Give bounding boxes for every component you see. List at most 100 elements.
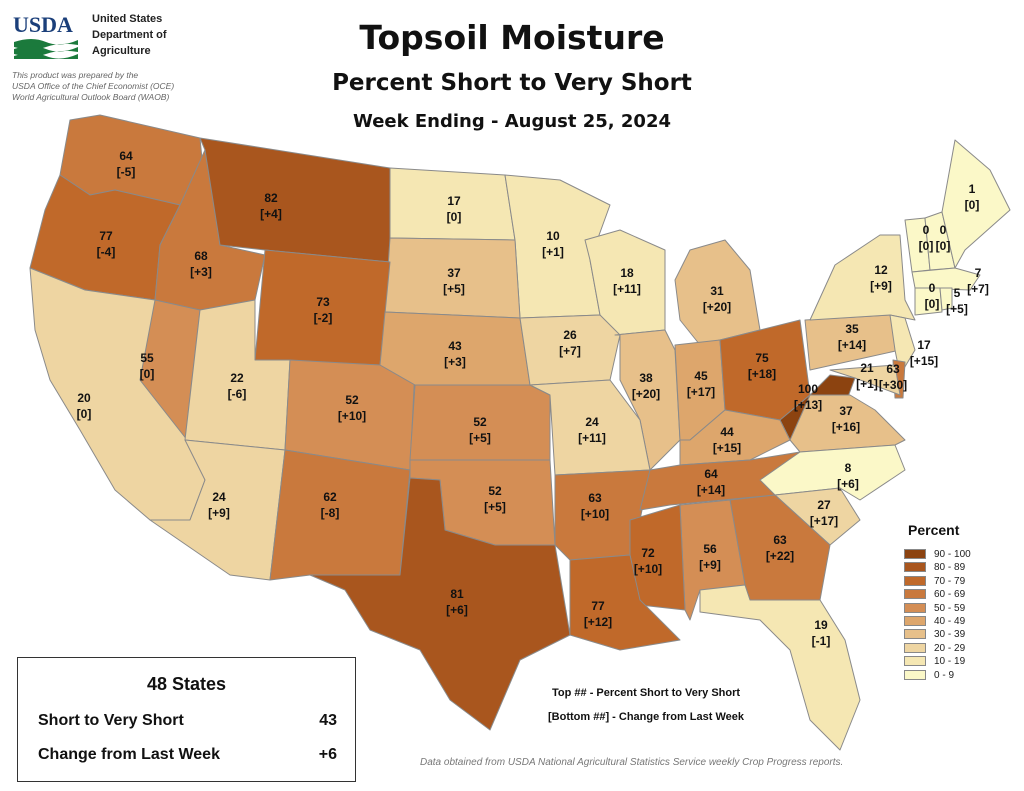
state-value: 18: [620, 266, 634, 280]
state-change: [0]: [446, 210, 462, 224]
note-top: Top ## - Percent Short to Very Short: [552, 687, 741, 699]
prepared-by-note: This product was prepared by the USDA Of…: [12, 70, 212, 103]
state-label-tn: 64 [+14]: [679, 466, 743, 498]
state-value: 45: [694, 369, 708, 383]
state-change: [+17]: [809, 514, 839, 528]
state-change: [+16]: [831, 420, 861, 434]
map-subtitle: Percent Short to Very Short: [332, 70, 692, 96]
summary-value-change: +6: [318, 746, 337, 763]
map-title: Topsoil Moisture: [359, 18, 665, 57]
state-ia: [519, 314, 621, 386]
usda-logo: USDA: [13, 12, 78, 59]
state-change: [-4]: [96, 245, 116, 259]
state-label-ri: 5 [+5]: [925, 285, 989, 317]
summary-label-short: Short to Very Short: [38, 712, 184, 729]
legend-label: 40 - 49: [934, 616, 966, 627]
legend-label: 20 - 29: [934, 642, 966, 654]
state-label-oh: 75 [+18]: [730, 350, 794, 382]
agency-line-1: United States: [92, 13, 163, 25]
state-change: [+15]: [909, 354, 939, 368]
state-value: 31: [710, 284, 724, 298]
state-label-vt: 0 [0]: [894, 222, 958, 254]
state-value: 63: [773, 533, 787, 547]
state-label-nd: 17 [0]: [422, 193, 486, 225]
state-change: [+10]: [633, 562, 663, 576]
state-change: [+13]: [793, 398, 823, 412]
state-change: [+9]: [870, 279, 892, 293]
state-change: [+11]: [613, 282, 641, 296]
state-change: [+5]: [443, 282, 465, 296]
state-change: [+14]: [837, 338, 867, 352]
state-value: 20: [77, 391, 91, 405]
state-ri: [939, 287, 953, 311]
state-change: [+17]: [686, 385, 716, 399]
state-label-ut: 22 [-6]: [205, 370, 269, 402]
svg-text:USDA: USDA: [13, 12, 73, 37]
state-value: 68: [194, 249, 208, 263]
state-value: 100: [797, 382, 819, 396]
state-change: [+5]: [484, 500, 506, 514]
state-label-la: 77 [+12]: [566, 598, 630, 630]
legend-item: 90 - 100: [904, 548, 1014, 561]
legend-item: 50 - 59: [904, 602, 1014, 615]
state-nj: [889, 314, 916, 376]
state-change: [+5]: [469, 431, 491, 445]
legend-label: 60 - 69: [934, 589, 966, 601]
state-value: 21: [860, 361, 874, 375]
state-ks: [409, 384, 551, 461]
legend-swatch: [904, 656, 926, 667]
state-label-tx: 81 [+6]: [425, 586, 489, 618]
state-value: 17: [917, 338, 931, 352]
state-label-ga: 63 [+22]: [748, 532, 812, 564]
state-label-ok: 52 [+5]: [463, 483, 527, 515]
state-value: 44: [720, 425, 734, 439]
state-label-ky: 44 [+15]: [695, 424, 759, 456]
state-value: 38: [639, 371, 653, 385]
summary-value-short: 43: [319, 712, 337, 729]
state-label-ct: 0 [0]: [900, 280, 964, 312]
legend-item: 80 - 89: [904, 561, 1014, 574]
state-change: [+7]: [559, 344, 581, 358]
state-label-nv: 55 [0]: [115, 350, 179, 382]
state-tx: [309, 477, 571, 731]
state-value: 24: [585, 415, 599, 429]
legend-label: 30 - 39: [934, 629, 966, 641]
prepared-line-2: USDA Office of the Chief Economist (OCE): [12, 81, 175, 91]
state-value: 26: [563, 328, 577, 342]
state-value: 8: [844, 461, 852, 475]
state-change: [+6]: [837, 477, 859, 491]
legend-swatch: [904, 642, 926, 653]
state-value: 77: [591, 599, 605, 613]
state-label-nm: 62 [-8]: [298, 489, 362, 521]
state-change: [+3]: [444, 355, 466, 369]
summary-heading: 48 States: [146, 674, 227, 694]
state-value: 12: [874, 263, 888, 277]
state-label-wi: 18 [+11]: [595, 265, 659, 297]
summary-label-change: Change from Last Week: [38, 746, 220, 763]
state-label-ca: 20 [0]: [52, 390, 116, 422]
state-value: 1: [968, 182, 976, 196]
legend-swatch: [904, 669, 926, 680]
state-value: 62: [323, 490, 337, 504]
state-label-nc: 8 [+6]: [816, 460, 880, 492]
state-change: [+22]: [765, 549, 795, 563]
state-change: [-5]: [116, 165, 136, 179]
legend-title: Percent: [908, 522, 960, 538]
state-value: 7: [974, 266, 982, 280]
state-value: 75: [755, 351, 769, 365]
state-label-mo: 24 [+11]: [560, 414, 624, 446]
state-label-ia: 26 [+7]: [538, 327, 602, 359]
state-label-nj: 17 [+15]: [892, 337, 956, 369]
state-label-de: 63 [+30]: [861, 361, 925, 393]
state-label-az: 24 [+9]: [187, 489, 251, 521]
state-value: 37: [839, 404, 853, 418]
state-value: 37: [447, 266, 461, 280]
state-change: [+1]: [856, 377, 878, 391]
state-label-mt: 82 [+4]: [239, 190, 303, 222]
legend-label: 50 - 59: [934, 602, 966, 614]
legend-swatch: [904, 549, 926, 559]
state-label-al: 56 [+9]: [678, 541, 742, 573]
legend-swatch: [904, 616, 926, 626]
state-value: 56: [703, 542, 717, 556]
